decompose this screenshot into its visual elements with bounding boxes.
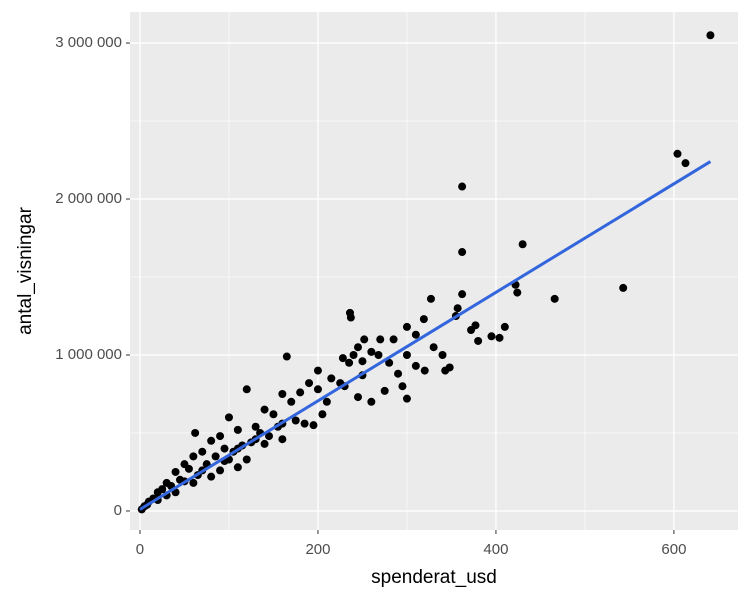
- point: [278, 389, 287, 398]
- point: [220, 444, 229, 453]
- point: [233, 463, 242, 472]
- x-axis-title: spenderat_usd: [371, 567, 497, 588]
- point: [673, 149, 682, 158]
- panel: [130, 12, 738, 530]
- point: [458, 290, 467, 299]
- point: [242, 455, 251, 464]
- point: [184, 464, 193, 473]
- point: [313, 366, 322, 375]
- point: [500, 322, 509, 331]
- point: [338, 354, 347, 363]
- y-axis-title: antal_visningar: [15, 206, 36, 334]
- point: [207, 472, 216, 481]
- point: [402, 322, 411, 331]
- point: [426, 294, 435, 303]
- point: [429, 343, 438, 352]
- point: [367, 397, 376, 406]
- point: [207, 436, 216, 445]
- point: [389, 335, 398, 344]
- point: [349, 350, 358, 359]
- point: [453, 304, 462, 313]
- point: [269, 410, 278, 419]
- point: [189, 452, 198, 461]
- point: [211, 452, 220, 461]
- point: [354, 343, 362, 352]
- point: [189, 478, 198, 487]
- point: [487, 332, 496, 341]
- point: [260, 439, 269, 448]
- point: [398, 382, 407, 391]
- point: [550, 294, 559, 303]
- point: [495, 333, 504, 342]
- point: [278, 435, 287, 444]
- point: [251, 422, 260, 431]
- x-tick-label: 600: [661, 541, 686, 558]
- point: [345, 358, 354, 367]
- point: [438, 350, 447, 359]
- point: [305, 379, 314, 388]
- point: [374, 350, 383, 359]
- point: [402, 350, 411, 359]
- point: [171, 467, 180, 476]
- point: [411, 330, 420, 339]
- point: [327, 374, 336, 383]
- point: [458, 182, 467, 191]
- point: [265, 432, 274, 441]
- point: [309, 421, 318, 430]
- point: [367, 347, 376, 356]
- trend-line: [139, 160, 712, 511]
- point: [282, 352, 291, 361]
- point: [191, 428, 200, 437]
- point: [376, 335, 385, 344]
- point: [441, 366, 450, 375]
- point: [296, 388, 305, 397]
- point: [471, 321, 480, 330]
- point: [474, 336, 483, 345]
- point: [619, 283, 628, 292]
- point: [313, 385, 322, 394]
- point: [216, 466, 225, 475]
- point: [242, 385, 251, 394]
- point: [233, 425, 242, 434]
- point: [518, 240, 527, 249]
- y-tick-label: 1 000 000: [55, 346, 122, 363]
- point: [420, 366, 429, 375]
- point: [198, 447, 207, 456]
- point: [419, 315, 428, 324]
- point: [224, 413, 233, 422]
- point: [681, 159, 690, 168]
- point: [402, 394, 411, 403]
- x-tick-label: 400: [483, 541, 508, 558]
- point: [354, 393, 362, 402]
- point: [385, 358, 394, 367]
- point: [411, 361, 420, 370]
- y-tick-label: 0: [114, 502, 122, 519]
- point: [358, 357, 367, 366]
- y-tick-label: 3 000 000: [55, 34, 122, 51]
- point: [291, 416, 300, 425]
- point: [260, 405, 269, 414]
- x-tick-label: 0: [136, 541, 144, 558]
- y-tick-label: 2 000 000: [55, 190, 122, 207]
- point: [394, 369, 403, 378]
- point: [322, 397, 331, 406]
- point: [513, 288, 522, 297]
- point: [318, 410, 327, 419]
- point: [287, 397, 296, 406]
- point: [346, 313, 355, 322]
- point: [158, 485, 167, 494]
- point: [216, 432, 225, 441]
- point: [360, 335, 369, 344]
- point: [458, 248, 467, 257]
- point: [380, 386, 389, 395]
- point: [706, 31, 715, 40]
- x-tick-label: 200: [305, 541, 330, 558]
- point: [300, 419, 309, 428]
